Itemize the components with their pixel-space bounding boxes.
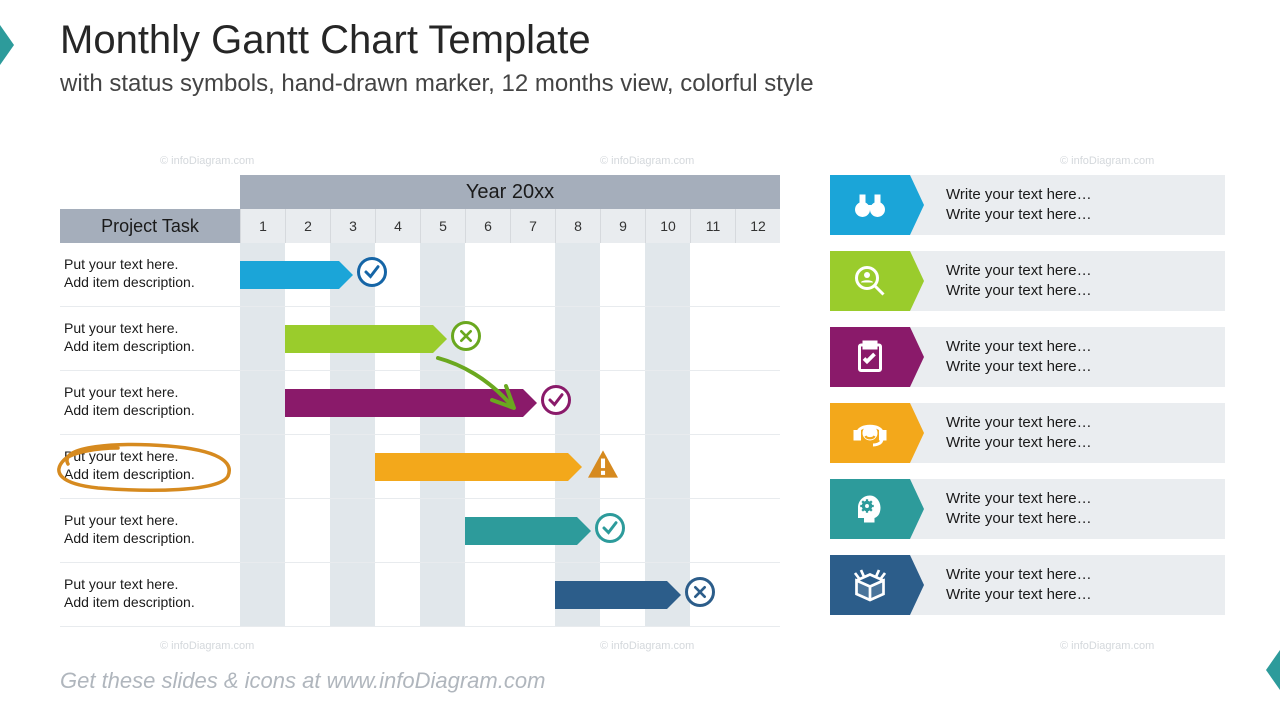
box-icon bbox=[830, 555, 910, 615]
task-row: Put your text here.Add item description. bbox=[60, 435, 780, 499]
binoculars-icon bbox=[830, 175, 910, 235]
watermark: © infoDiagram.com bbox=[1060, 155, 1154, 167]
page-subtitle: with status symbols, hand-drawn marker, … bbox=[60, 70, 814, 98]
header-row: Project Task 123456789101112 bbox=[60, 209, 780, 243]
gantt-chart: Year 20xx Project Task 123456789101112 P… bbox=[60, 175, 780, 627]
task-label: Put your text here.Add item description. bbox=[60, 243, 240, 306]
month-header: 8 bbox=[555, 209, 600, 243]
month-header: 5 bbox=[420, 209, 465, 243]
task-label: Put your text here.Add item description. bbox=[60, 499, 240, 562]
task-row: Put your text here.Add item description. bbox=[60, 563, 780, 627]
month-header: 12 bbox=[735, 209, 780, 243]
month-header: 11 bbox=[690, 209, 735, 243]
task-row: Put your text here.Add item description. bbox=[60, 243, 780, 307]
task-col-header: Project Task bbox=[60, 209, 240, 243]
task-label: Put your text here.Add item description. bbox=[60, 307, 240, 370]
legend-item: Write your text here…Write your text her… bbox=[830, 403, 1225, 463]
headset-icon bbox=[830, 403, 910, 463]
task-label: Put your text here.Add item description. bbox=[60, 435, 240, 498]
legend-item: Write your text here…Write your text her… bbox=[830, 327, 1225, 387]
accent-right bbox=[1266, 650, 1280, 690]
month-header: 3 bbox=[330, 209, 375, 243]
status-warn-icon bbox=[586, 449, 620, 484]
head-gear-icon bbox=[830, 479, 910, 539]
task-label: Put your text here.Add item description. bbox=[60, 563, 240, 626]
legend-text: Write your text here…Write your text her… bbox=[910, 327, 1225, 387]
watermark: © infoDiagram.com bbox=[600, 640, 694, 652]
status-check-icon bbox=[541, 385, 571, 415]
gantt-bar bbox=[285, 389, 523, 417]
gantt-bar bbox=[375, 453, 568, 481]
gantt-rows: Put your text here.Add item description.… bbox=[60, 243, 780, 627]
accent-left bbox=[0, 25, 14, 65]
month-header: 6 bbox=[465, 209, 510, 243]
watermark: © infoDiagram.com bbox=[160, 155, 254, 167]
status-cross-icon bbox=[451, 321, 481, 351]
status-check-icon bbox=[595, 513, 625, 543]
month-header: 10 bbox=[645, 209, 690, 243]
footer-text: Get these slides & icons at www.infoDiag… bbox=[60, 668, 545, 694]
gantt-bar bbox=[285, 325, 433, 353]
status-cross-icon bbox=[685, 577, 715, 607]
legend-text: Write your text here…Write your text her… bbox=[910, 479, 1225, 539]
clipboard-icon bbox=[830, 327, 910, 387]
gantt-bar bbox=[465, 517, 577, 545]
gantt-bar bbox=[555, 581, 667, 609]
search-person-icon bbox=[830, 251, 910, 311]
gantt-bar bbox=[240, 261, 339, 289]
month-header: 2 bbox=[285, 209, 330, 243]
legend-item: Write your text here…Write your text her… bbox=[830, 175, 1225, 235]
legend-item: Write your text here…Write your text her… bbox=[830, 479, 1225, 539]
watermark: © infoDiagram.com bbox=[160, 640, 254, 652]
year-header: Year 20xx bbox=[240, 175, 780, 209]
legend-text: Write your text here…Write your text her… bbox=[910, 403, 1225, 463]
page-title: Monthly Gantt Chart Template bbox=[60, 18, 591, 63]
month-header: 9 bbox=[600, 209, 645, 243]
task-row: Put your text here.Add item description. bbox=[60, 499, 780, 563]
legend: Write your text here…Write your text her… bbox=[830, 175, 1225, 631]
task-row: Put your text here.Add item description. bbox=[60, 307, 780, 371]
legend-text: Write your text here…Write your text her… bbox=[910, 175, 1225, 235]
legend-item: Write your text here…Write your text her… bbox=[830, 251, 1225, 311]
month-header: 4 bbox=[375, 209, 420, 243]
legend-item: Write your text here…Write your text her… bbox=[830, 555, 1225, 615]
status-check-icon bbox=[357, 257, 387, 287]
task-row: Put your text here.Add item description. bbox=[60, 371, 780, 435]
watermark: © infoDiagram.com bbox=[600, 155, 694, 167]
legend-text: Write your text here…Write your text her… bbox=[910, 251, 1225, 311]
watermark: © infoDiagram.com bbox=[1060, 640, 1154, 652]
legend-text: Write your text here…Write your text her… bbox=[910, 555, 1225, 615]
month-header: 7 bbox=[510, 209, 555, 243]
month-header: 1 bbox=[240, 209, 285, 243]
task-label: Put your text here.Add item description. bbox=[60, 371, 240, 434]
